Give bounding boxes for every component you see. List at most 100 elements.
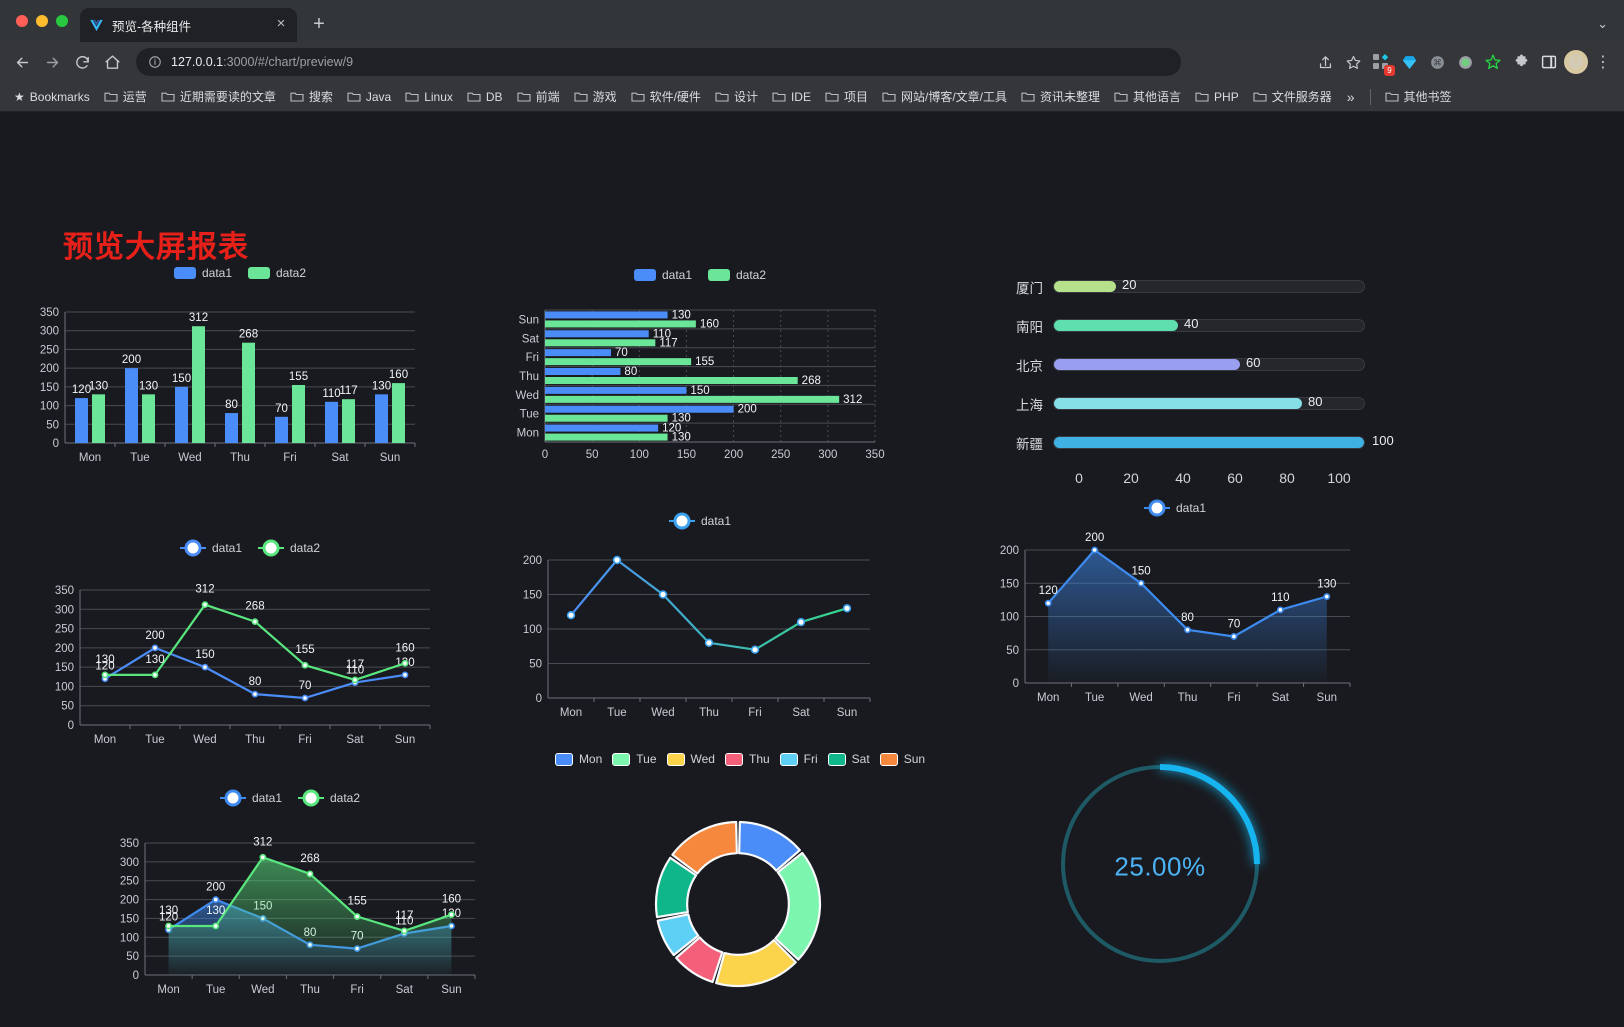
pie-slice[interactable] bbox=[738, 820, 801, 872]
browser-tab[interactable]: 预览-各种组件 × bbox=[80, 8, 297, 42]
area-fill bbox=[1048, 550, 1327, 683]
pie-slice[interactable] bbox=[656, 913, 700, 957]
bookmarks-overflow-button[interactable]: » bbox=[1346, 88, 1355, 105]
chart-text: 250 bbox=[40, 344, 59, 356]
legend-item[interactable]: Fri bbox=[779, 752, 818, 766]
bookmark-folder[interactable]: 运营 bbox=[98, 85, 153, 108]
chart-text: 120 bbox=[159, 912, 178, 924]
bookmark-folder[interactable]: IDE bbox=[766, 87, 817, 107]
bookmark-folder[interactable]: 网站/博客/文章/工具 bbox=[876, 85, 1013, 108]
bookmark-bookmarks[interactable]: ★ Bookmarks bbox=[8, 87, 96, 107]
pie-slice[interactable] bbox=[671, 820, 738, 875]
bookmark-folder[interactable]: 项目 bbox=[819, 85, 874, 108]
bookmark-folder[interactable]: 其他语言 bbox=[1108, 85, 1187, 108]
legend-item[interactable]: Thu bbox=[724, 752, 770, 766]
chart-text: 50 bbox=[1006, 645, 1019, 657]
chart-text: 120 bbox=[662, 423, 681, 435]
chevron-down-icon[interactable]: ⌄ bbox=[1597, 16, 1608, 31]
address-bar[interactable]: 127.0.0.1:3000/#/chart/preview/9 bbox=[136, 48, 1181, 76]
legend-item[interactable]: Tue bbox=[612, 752, 657, 766]
legend-item[interactable]: data1 bbox=[633, 268, 692, 282]
chart-text: 130 bbox=[159, 905, 178, 917]
axis-tick: 60 bbox=[1227, 470, 1243, 486]
bookmark-folder[interactable]: 游戏 bbox=[568, 85, 623, 108]
chart-text: Tue bbox=[1085, 692, 1104, 704]
bookmark-folder[interactable]: 设计 bbox=[709, 85, 764, 108]
bookmark-folder[interactable]: PHP bbox=[1189, 87, 1245, 107]
legend-item[interactable]: data1 bbox=[179, 541, 242, 555]
bookmark-folder[interactable]: 前端 bbox=[511, 85, 566, 108]
pie-slice[interactable] bbox=[715, 939, 797, 988]
bar bbox=[342, 399, 355, 443]
data-point bbox=[750, 645, 760, 654]
star-icon: ★ bbox=[14, 89, 25, 104]
legend-item[interactable]: Sun bbox=[879, 752, 925, 766]
bookmark-label: 项目 bbox=[843, 90, 868, 104]
folder-icon bbox=[104, 91, 118, 103]
share-icon[interactable] bbox=[1312, 49, 1338, 75]
chart-text: 200 bbox=[40, 363, 59, 375]
bookmark-folder[interactable]: 软件/硬件 bbox=[625, 85, 707, 108]
chart-text: Thu bbox=[245, 734, 265, 745]
maximize-window-button[interactable] bbox=[56, 15, 68, 27]
legend-swatch bbox=[666, 752, 685, 766]
chart-text: 150 bbox=[1000, 578, 1019, 590]
back-button[interactable] bbox=[8, 48, 36, 76]
legend-item[interactable]: data2 bbox=[708, 268, 766, 282]
pie-slice[interactable] bbox=[654, 856, 698, 919]
minimize-window-button[interactable] bbox=[36, 15, 48, 27]
legend-item[interactable]: data2 bbox=[248, 266, 306, 280]
bookmark-folder[interactable]: 文件服务器 bbox=[1247, 85, 1338, 108]
chart-text: 150 bbox=[172, 373, 191, 385]
chart-text: 130 bbox=[139, 380, 158, 392]
chart-text: 70 bbox=[275, 403, 288, 415]
pie-slice[interactable] bbox=[675, 936, 724, 984]
command-extension-icon[interactable]: ⌘ bbox=[1424, 49, 1450, 75]
home-button[interactable] bbox=[98, 48, 126, 76]
chart-text: Sun bbox=[519, 314, 539, 326]
bookmark-folder[interactable]: DB bbox=[461, 87, 509, 107]
chart-text: Fri bbox=[748, 707, 761, 718]
legend-item[interactable]: data2 bbox=[298, 791, 360, 805]
close-window-button[interactable] bbox=[16, 15, 28, 27]
legend-item[interactable]: data1 bbox=[1143, 501, 1206, 515]
bookmark-folder[interactable]: 近期需要读的文章 bbox=[155, 85, 282, 108]
chart-text: Mon bbox=[1037, 692, 1059, 704]
new-tab-button[interactable]: + bbox=[313, 13, 325, 35]
legend-swatch-data1 bbox=[1143, 507, 1170, 509]
legend-item[interactable]: data2 bbox=[258, 541, 320, 555]
legend-item[interactable]: data1 bbox=[219, 791, 282, 805]
green-circle-extension-icon[interactable] bbox=[1452, 49, 1478, 75]
data-point bbox=[301, 694, 309, 702]
browser-menu-icon[interactable]: ⋮ bbox=[1595, 54, 1611, 71]
bookmark-folder[interactable]: 搜索 bbox=[284, 85, 339, 108]
forward-button[interactable] bbox=[38, 48, 66, 76]
pie-slice[interactable] bbox=[774, 851, 822, 961]
extension-manager-icon[interactable]: 9 bbox=[1368, 49, 1395, 76]
bookmark-star-icon[interactable] bbox=[1340, 49, 1366, 75]
star-extension-icon[interactable] bbox=[1480, 49, 1506, 75]
legend-item[interactable]: Wed bbox=[666, 752, 715, 766]
bookmark-folder[interactable]: Java bbox=[341, 87, 397, 107]
close-tab-button[interactable]: × bbox=[276, 15, 286, 32]
chart-text: 350 bbox=[55, 585, 74, 597]
chart-text: 155 bbox=[295, 644, 314, 656]
legend-item[interactable]: data1 bbox=[668, 514, 731, 528]
data-point bbox=[1137, 579, 1145, 587]
progress-track: 60 bbox=[1053, 355, 1365, 371]
legend-swatch-data1 bbox=[668, 520, 695, 522]
profile-avatar[interactable]: 😄 bbox=[1564, 50, 1588, 74]
legend-item[interactable]: Mon bbox=[554, 752, 602, 766]
bookmark-other[interactable]: 其他书签 bbox=[1379, 85, 1458, 108]
legend-item[interactable]: data1 bbox=[173, 266, 232, 280]
page-title: 预览大屏报表 bbox=[63, 231, 249, 264]
side-panel-icon[interactable] bbox=[1536, 49, 1562, 75]
bookmark-folder[interactable]: Linux bbox=[399, 87, 459, 107]
chart-text: Sat bbox=[792, 707, 810, 718]
reload-button[interactable] bbox=[68, 48, 96, 76]
legend-item[interactable]: Sat bbox=[827, 752, 870, 766]
diamond-extension-icon[interactable] bbox=[1396, 49, 1422, 75]
bookmark-folder[interactable]: 资讯未整理 bbox=[1015, 85, 1106, 108]
chart-text: Tue bbox=[206, 984, 225, 996]
puzzle-extension-icon[interactable] bbox=[1508, 49, 1534, 75]
